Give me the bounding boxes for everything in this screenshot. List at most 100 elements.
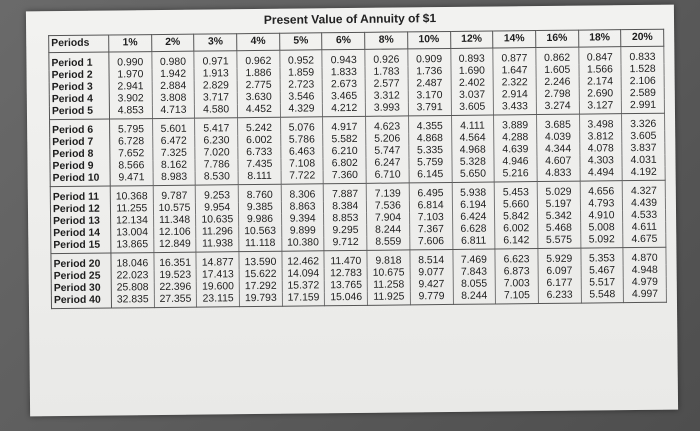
annuity-factor-cell: 5.197: [537, 198, 581, 212]
annuity-factor-cell: 3.993: [365, 102, 409, 117]
annuity-factor-cell: 8.760: [238, 184, 282, 203]
annuity-factor-cell: 12.106: [153, 226, 197, 240]
annuity-factor-cell: 14.094: [281, 268, 325, 281]
annuity-factor-cell: 9.385: [238, 201, 282, 215]
rate-column-header: 1%: [108, 34, 152, 53]
annuity-factor-cell: 18.046: [110, 252, 154, 271]
annuity-factor-cell: 3.326: [621, 113, 665, 132]
annuity-factor-cell: 5.417: [194, 117, 238, 136]
annuity-factor-cell: 6.463: [280, 146, 324, 159]
annuity-factor-cell: 32.835: [111, 294, 155, 309]
annuity-factor-cell: 5.517: [580, 277, 624, 290]
periods-column-header: Periods: [48, 35, 109, 53]
annuity-factor-cell: 15.046: [324, 291, 368, 306]
annuity-factor-cell: 15.622: [239, 268, 282, 282]
annuity-factor-cell: 0.962: [236, 50, 280, 69]
annuity-factor-cell: 5.650: [451, 168, 495, 183]
annuity-factor-cell: 0.943: [322, 49, 366, 68]
annuity-factor-cell: 1.647: [493, 65, 536, 78]
annuity-factor-cell: 7.139: [366, 182, 410, 201]
annuity-factor-cell: 5.328: [451, 156, 495, 169]
annuity-factor-cell: 6.002: [494, 223, 538, 236]
annuity-factor-cell: 2.577: [365, 78, 409, 91]
annuity-factor-cell: 7.325: [152, 147, 196, 161]
annuity-factor-cell: 9.295: [324, 224, 367, 238]
annuity-factor-cell: 1.859: [279, 67, 323, 80]
annuity-factor-cell: 11.938: [196, 238, 239, 253]
annuity-factor-cell: 0.862: [535, 47, 579, 66]
annuity-factor-cell: 5.786: [280, 134, 324, 147]
annuity-factor-cell: 4.580: [194, 104, 238, 119]
annuity-factor-cell: 2.673: [322, 78, 366, 92]
annuity-factor-cell: 7.103: [409, 211, 453, 225]
annuity-factor-cell: 1.566: [578, 64, 622, 77]
annuity-factor-cell: 0.833: [621, 46, 664, 65]
annuity-factor-cell: 4.344: [536, 143, 580, 157]
annuity-factor-cell: 2.798: [536, 88, 579, 102]
rate-column-header: 14%: [492, 30, 536, 49]
annuity-factor-cell: 8.244: [366, 224, 410, 237]
annuity-factor-cell: 3.274: [536, 100, 580, 115]
annuity-factor-cell: 4.793: [579, 198, 623, 211]
annuity-factor-cell: 4.946: [494, 156, 537, 169]
annuity-factor-cell: 4.533: [622, 209, 666, 223]
annuity-factor-cell: 0.990: [108, 51, 152, 70]
annuity-factor-cell: 5.548: [580, 289, 624, 304]
annuity-factor-cell: 6.495: [409, 182, 452, 201]
annuity-factor-cell: 9.471: [110, 172, 153, 187]
annuity-factor-cell: 4.917: [322, 116, 366, 135]
annuity-factor-cell: 0.847: [578, 46, 622, 65]
annuity-factor-cell: 8.566: [109, 160, 153, 173]
annuity-factor-cell: 5.216: [494, 168, 538, 183]
annuity-factor-cell: 2.174: [578, 76, 622, 89]
annuity-factor-cell: 6.177: [538, 277, 581, 291]
period-label: Period 12: [50, 203, 111, 217]
rate-column-header: 2%: [151, 34, 195, 52]
annuity-factor-cell: 7.536: [366, 200, 410, 213]
annuity-factor-cell: 2.106: [621, 75, 665, 89]
annuity-factor-cell: 3.465: [322, 90, 366, 104]
annuity-factor-cell: 0.926: [364, 48, 408, 67]
annuity-factor-cell: 4.452: [237, 103, 281, 118]
annuity-factor-cell: 5.575: [537, 234, 581, 249]
annuity-factor-cell: 5.929: [537, 248, 581, 267]
annuity-factor-cell: 8.111: [238, 170, 281, 185]
annuity-factor-cell: 3.717: [194, 92, 238, 105]
period-label: Period 5: [49, 105, 110, 120]
annuity-factor-cell: 5.660: [494, 199, 538, 212]
annuity-factor-cell: 9.253: [195, 184, 239, 203]
annuity-factor-cell: 0.893: [450, 48, 494, 66]
annuity-factor-cell: 8.306: [280, 183, 324, 202]
annuity-factor-cell: 10.635: [195, 214, 239, 227]
annuity-factor-cell: 4.853: [109, 105, 153, 120]
annuity-factor-cell: 6.814: [409, 199, 453, 213]
annuity-factor-cell: 11.925: [367, 291, 411, 306]
table-title: Present Value of Annuity of $1: [263, 11, 437, 27]
annuity-factor-cell: 3.605: [621, 130, 665, 144]
annuity-factor-cell: 2.487: [407, 77, 451, 91]
annuity-factor-cell: 2.829: [194, 80, 238, 93]
period-label: Period 25: [51, 270, 112, 284]
annuity-factor-cell: 5.747: [365, 145, 409, 158]
annuity-factor-cell: 0.877: [492, 47, 536, 66]
annuity-factor-cell: 4.611: [622, 221, 666, 235]
period-label: Period 8: [49, 148, 110, 162]
period-label: Period 13: [50, 215, 111, 229]
rate-column-header: 12%: [450, 31, 493, 49]
annuity-factor-cell: 1.913: [194, 68, 238, 81]
annuity-factor-cell: 1.886: [237, 67, 280, 81]
annuity-factor-cell: 5.029: [537, 181, 580, 200]
annuity-factor-cell: 5.453: [494, 181, 538, 200]
annuity-factor-cell: 7.904: [366, 212, 410, 225]
annuity-factor-cell: 8.162: [152, 159, 196, 173]
annuity-factor-cell: 19.523: [153, 269, 197, 283]
annuity-factor-cell: 5.008: [580, 222, 624, 235]
annuity-factor-cell: 2.884: [151, 80, 195, 94]
annuity-factor-cell: 4.713: [152, 104, 195, 119]
period-label: Period 14: [50, 227, 111, 241]
annuity-factor-cell: 27.355: [154, 293, 197, 308]
annuity-factor-cell: 8.384: [323, 200, 367, 214]
annuity-factor-cell: 2.246: [535, 76, 579, 90]
period-label: Period 3: [49, 81, 110, 95]
annuity-factor-cell: 9.712: [324, 236, 368, 251]
